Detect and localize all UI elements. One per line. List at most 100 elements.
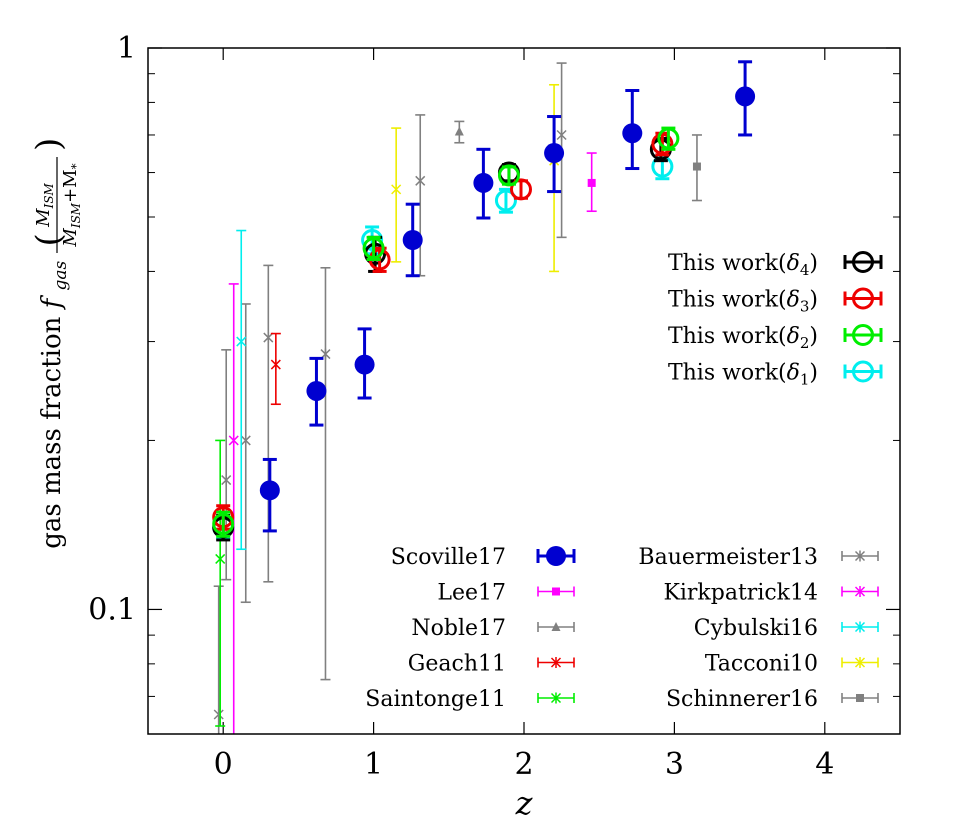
data-point [221, 349, 232, 581]
y-axis-title-text: gas mass fraction [37, 316, 67, 548]
series-this-work-4- [212, 136, 672, 542]
series-lee17 [586, 152, 597, 213]
axis-ticks: 0 1 2 3 4 0.1 1 [88, 31, 900, 782]
svg-text:MISM+M*: MISM+M* [60, 163, 83, 247]
svg-text:gas mass fraction: gas mass fraction f gas ( [29, 233, 73, 549]
legend-item: Kirkpatrick14 [663, 581, 879, 606]
legend-label: Lee17 [437, 581, 506, 606]
data-point [213, 585, 224, 734]
point-marker [546, 546, 566, 566]
legend-label: This work(δ3) [668, 288, 818, 316]
point-marker [550, 657, 562, 668]
point-marker [402, 230, 423, 251]
point-marker [552, 587, 560, 596]
point-marker [854, 550, 866, 562]
svg-text:MISM: MISM [33, 182, 56, 227]
point-marker [622, 123, 643, 144]
series-cybulski16 [236, 229, 247, 551]
series-this-work-2- [212, 126, 680, 538]
point-marker [852, 251, 874, 273]
legend-item: Tacconi10 [705, 652, 879, 677]
data-point [354, 327, 375, 400]
data-point [320, 266, 331, 681]
legend-item: Scoville17 [391, 545, 576, 570]
data-point [236, 229, 247, 551]
point-marker [306, 380, 327, 401]
point-marker [587, 178, 596, 187]
legend-item: This work(δ1) [668, 360, 883, 389]
data-point [473, 147, 494, 220]
legend-item: Lee17 [437, 581, 575, 606]
y-axis-symbol: f [37, 294, 67, 310]
point-marker [270, 359, 281, 371]
x-tick-label: 1 [364, 747, 383, 782]
legend-label: Geach11 [408, 652, 506, 677]
point-marker [213, 708, 224, 720]
data-point [509, 178, 532, 201]
point-marker [221, 474, 232, 486]
y-tick-label: 1 [117, 31, 136, 66]
series-saintonge11 [215, 439, 226, 727]
series-schinnerer16 [691, 134, 702, 202]
data-point [402, 202, 423, 278]
legend: Scoville17 Lee17 Noble17 Geach11 Saintonge11… [365, 251, 883, 712]
point-marker [354, 354, 375, 375]
legend-item: This work(δ4) [668, 251, 883, 279]
svg-text:): ) [29, 138, 69, 151]
data-point [497, 164, 520, 187]
point-marker [551, 622, 561, 631]
point-marker [550, 692, 562, 704]
data-point [215, 439, 226, 727]
legend-item: This work(δ3) [668, 287, 883, 316]
point-marker [494, 189, 517, 212]
data-point [586, 152, 597, 213]
point-marker [856, 694, 864, 702]
y-axis-title: gas mass fraction f gas ( MISM MISM+M* ) [29, 138, 83, 549]
data-point [415, 114, 426, 277]
data-point [259, 457, 280, 533]
point-marker [497, 164, 520, 187]
point-marker [651, 155, 674, 178]
legend-label: Kirkpatrick14 [663, 581, 818, 606]
legend-label: Cybulski16 [694, 616, 818, 641]
legend-label: Saintonge11 [365, 687, 506, 712]
legend-label: Scoville17 [391, 545, 506, 570]
data-point [657, 126, 680, 151]
point-marker [556, 129, 567, 141]
legend-item: Cybulski16 [694, 616, 879, 641]
legend-label: This work(δ2) [668, 324, 818, 352]
x-tick-label: 0 [214, 747, 233, 782]
data-point [691, 134, 702, 202]
point-marker [454, 126, 464, 136]
point-marker [509, 178, 532, 201]
data-point [270, 332, 281, 406]
legend-item: Saintonge11 [365, 687, 575, 712]
point-marker [228, 434, 239, 446]
point-marker [362, 237, 385, 260]
data-point [454, 120, 465, 144]
x-tick-label: 3 [665, 747, 684, 782]
legend-item: This work(δ2) [668, 324, 883, 352]
point-marker [692, 162, 701, 171]
legend-label: Noble17 [411, 616, 506, 641]
point-marker [854, 621, 866, 633]
data-point [735, 60, 756, 137]
point-marker [657, 127, 680, 150]
series-this-work-3- [212, 131, 674, 531]
point-marker [852, 287, 874, 310]
point-marker [240, 434, 251, 446]
x-tick-label: 4 [815, 747, 834, 782]
legend-item: Noble17 [411, 616, 575, 641]
point-marker [391, 183, 402, 195]
data-point [362, 235, 385, 262]
legend-item: Schinnerer16 [666, 687, 879, 712]
legend-label: Schinnerer16 [666, 687, 818, 712]
data-point [212, 510, 235, 538]
legend-item: Geach11 [408, 652, 575, 677]
y-axis-fraction: MISM MISM+M* ) [29, 138, 83, 253]
y-tick-label: 0.1 [88, 592, 136, 627]
series-noble17 [454, 120, 465, 144]
point-marker [651, 132, 674, 155]
point-marker [236, 336, 247, 348]
